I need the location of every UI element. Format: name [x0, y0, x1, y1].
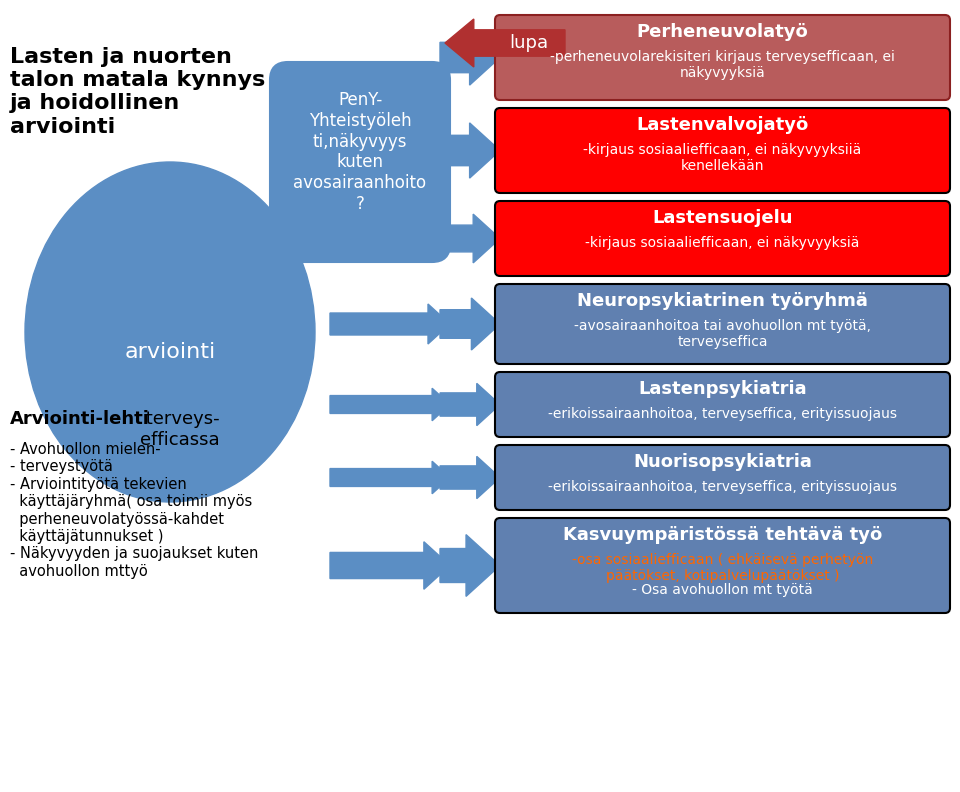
FancyBboxPatch shape	[495, 15, 950, 100]
Text: terveys-
efficassa: terveys- efficassa	[140, 410, 220, 449]
Text: Lasten ja nuorten
talon matala kynnys
ja hoidollinen
arviointi: Lasten ja nuorten talon matala kynnys ja…	[10, 47, 265, 136]
Text: -erikoissairaanhoitoa, terveyseffica, erityissuojaus: -erikoissairaanhoitoa, terveyseffica, er…	[548, 480, 897, 494]
Polygon shape	[440, 123, 500, 178]
Text: lupa: lupa	[510, 34, 548, 52]
Text: Nuorisopsykiatria: Nuorisopsykiatria	[633, 453, 812, 471]
Polygon shape	[330, 304, 450, 344]
Text: arviointi: arviointi	[125, 342, 216, 362]
Polygon shape	[445, 19, 565, 67]
FancyBboxPatch shape	[495, 201, 950, 276]
Polygon shape	[440, 30, 500, 85]
Polygon shape	[440, 214, 500, 263]
Text: -perheneuvolarekisiteri kirjaus terveysefficaan, ei
näkyvyyksiä: -perheneuvolarekisiteri kirjaus terveyse…	[550, 50, 895, 80]
FancyBboxPatch shape	[495, 518, 950, 613]
Text: Neuropsykiatrinen työryhmä: Neuropsykiatrinen työryhmä	[577, 292, 868, 310]
FancyBboxPatch shape	[495, 284, 950, 364]
FancyBboxPatch shape	[270, 62, 450, 262]
FancyBboxPatch shape	[495, 372, 950, 437]
Polygon shape	[440, 535, 500, 596]
Text: Lastenpsykiatria: Lastenpsykiatria	[638, 380, 806, 398]
Polygon shape	[330, 388, 450, 421]
Text: Perheneuvolatyö: Perheneuvolatyö	[636, 23, 808, 41]
Text: Arviointi-lehti: Arviointi-lehti	[10, 410, 150, 428]
Text: -kirjaus sosiaaliefficaan, ei näkyvyyksiä: -kirjaus sosiaaliefficaan, ei näkyvyyksi…	[586, 236, 860, 250]
Text: Kasvuympäristössä tehtävä työ: Kasvuympäristössä tehtävä työ	[563, 526, 882, 544]
Text: Lastenvalvojatyö: Lastenvalvojatyö	[636, 116, 808, 134]
Text: - Avohuollon mielen-
- terveystyötä
- Arviointityötä tekevien
  käyttäjäryhmä( o: - Avohuollon mielen- - terveystyötä - Ar…	[10, 442, 258, 579]
Text: PenY-
Yhteistyöleh
ti,näkyvyys
kuten
avosairaanhoito
?: PenY- Yhteistyöleh ti,näkyvyys kuten avo…	[294, 91, 426, 213]
Polygon shape	[440, 456, 500, 499]
Text: -avosairaanhoitoa tai avohuollon mt työtä,
terveyseffica: -avosairaanhoitoa tai avohuollon mt työt…	[574, 319, 871, 349]
Text: - Osa avohuollon mt työtä: - Osa avohuollon mt työtä	[632, 583, 813, 597]
FancyBboxPatch shape	[495, 445, 950, 510]
Text: -kirjaus sosiaaliefficaan, ei näkyvyyksiiä
kenellekään: -kirjaus sosiaaliefficaan, ei näkyvyyksi…	[584, 143, 862, 173]
Ellipse shape	[25, 162, 315, 502]
FancyBboxPatch shape	[495, 108, 950, 193]
Polygon shape	[440, 383, 500, 425]
Text: -osa sosiaaliefficaan ( ehkäisevä perhetyön
päätökset, kotipalvelupäätökset ): -osa sosiaaliefficaan ( ehkäisevä perhet…	[572, 553, 874, 583]
Polygon shape	[330, 542, 450, 589]
Polygon shape	[440, 298, 500, 350]
Polygon shape	[330, 461, 450, 493]
Polygon shape	[330, 219, 450, 257]
Text: -erikoissairaanhoitoa, terveyseffica, erityissuojaus: -erikoissairaanhoitoa, terveyseffica, er…	[548, 407, 897, 421]
Text: Lastensuojelu: Lastensuojelu	[652, 209, 793, 227]
